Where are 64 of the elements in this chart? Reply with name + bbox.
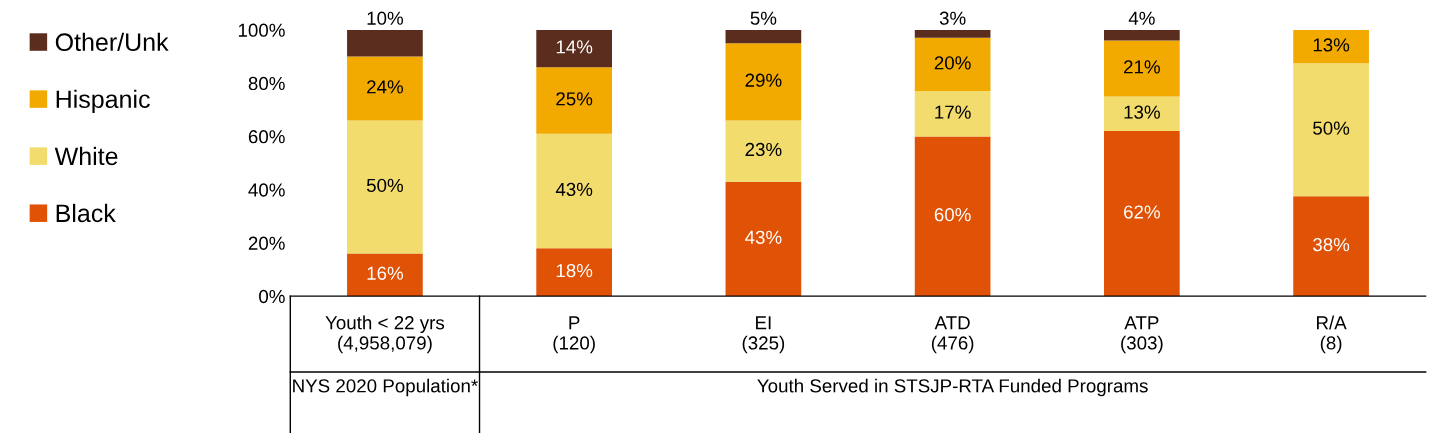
data-label: 43%	[555, 182, 593, 197]
x-tick-label: EI (325)	[742, 316, 785, 354]
bar	[1293, 29, 1369, 64]
data-label: 60%	[934, 208, 971, 222]
bar	[914, 29, 991, 38]
bar	[1293, 63, 1369, 197]
data-label: 38%	[1313, 238, 1350, 252]
data-label: 62%	[1124, 205, 1160, 219]
data-label: 14%	[556, 40, 593, 54]
bar	[1104, 96, 1180, 132]
y-tick-label: 0%	[259, 289, 285, 304]
legend-label: Hispanic	[56, 89, 150, 114]
bar	[725, 29, 802, 44]
x-tick-label: R/A (8)	[1317, 315, 1347, 354]
text: Youth Served in STSJP-RTA Funded Programs	[757, 378, 1148, 397]
bar	[1293, 196, 1369, 297]
data-label: 4%	[1128, 11, 1155, 25]
bar	[347, 120, 423, 254]
x-tick-label: P (120)	[553, 316, 595, 354]
x-tick-label: ATD (476)	[931, 316, 974, 354]
bar	[536, 67, 612, 134]
x-tick-label: ATP (303)	[1121, 316, 1163, 354]
bar	[347, 29, 423, 57]
bar	[1104, 131, 1180, 297]
data-label: 20%	[934, 56, 971, 70]
bar	[1104, 29, 1180, 41]
text: NYS 2020 Population*	[293, 378, 478, 397]
bar	[725, 181, 802, 297]
data-label: 13%	[1124, 105, 1160, 119]
x-tick-label: Youth < 22 yrs (4,958,079)	[325, 315, 445, 354]
bar	[536, 133, 612, 249]
data-label: 24%	[367, 80, 404, 94]
data-label: 43%	[745, 230, 782, 244]
data-label: 10%	[367, 11, 404, 25]
data-label: 13%	[1313, 38, 1350, 52]
legend-label: Other/Unk	[55, 32, 169, 52]
y-tick-label: 20%	[248, 236, 285, 250]
data-label: 18%	[556, 263, 593, 278]
bar	[1104, 40, 1180, 97]
data-label: 23%	[745, 142, 782, 157]
data-label: 50%	[366, 178, 404, 193]
data-label: 3%	[939, 11, 966, 25]
data-label: 16%	[367, 266, 404, 280]
data-label: 21%	[1124, 60, 1160, 74]
bar	[536, 248, 612, 297]
data-label: 29%	[745, 73, 782, 87]
y-tick-label: 100%	[238, 23, 285, 37]
bar	[347, 253, 423, 297]
bar	[914, 136, 991, 297]
legend-label: White	[54, 146, 118, 166]
legend-label: Black	[56, 203, 116, 223]
bar	[725, 43, 802, 121]
y-tick-label: 40%	[248, 183, 285, 197]
bar	[725, 120, 802, 182]
bar	[914, 37, 991, 92]
data-label: 5%	[750, 11, 777, 25]
data-label: 25%	[556, 92, 593, 106]
y-tick-label: 80%	[248, 76, 285, 91]
bar	[914, 91, 991, 137]
bar	[347, 56, 423, 121]
data-label: 17%	[935, 105, 971, 119]
bar	[536, 29, 612, 68]
y-tick-label: 60%	[248, 130, 285, 144]
data-label: 50%	[1313, 121, 1350, 135]
